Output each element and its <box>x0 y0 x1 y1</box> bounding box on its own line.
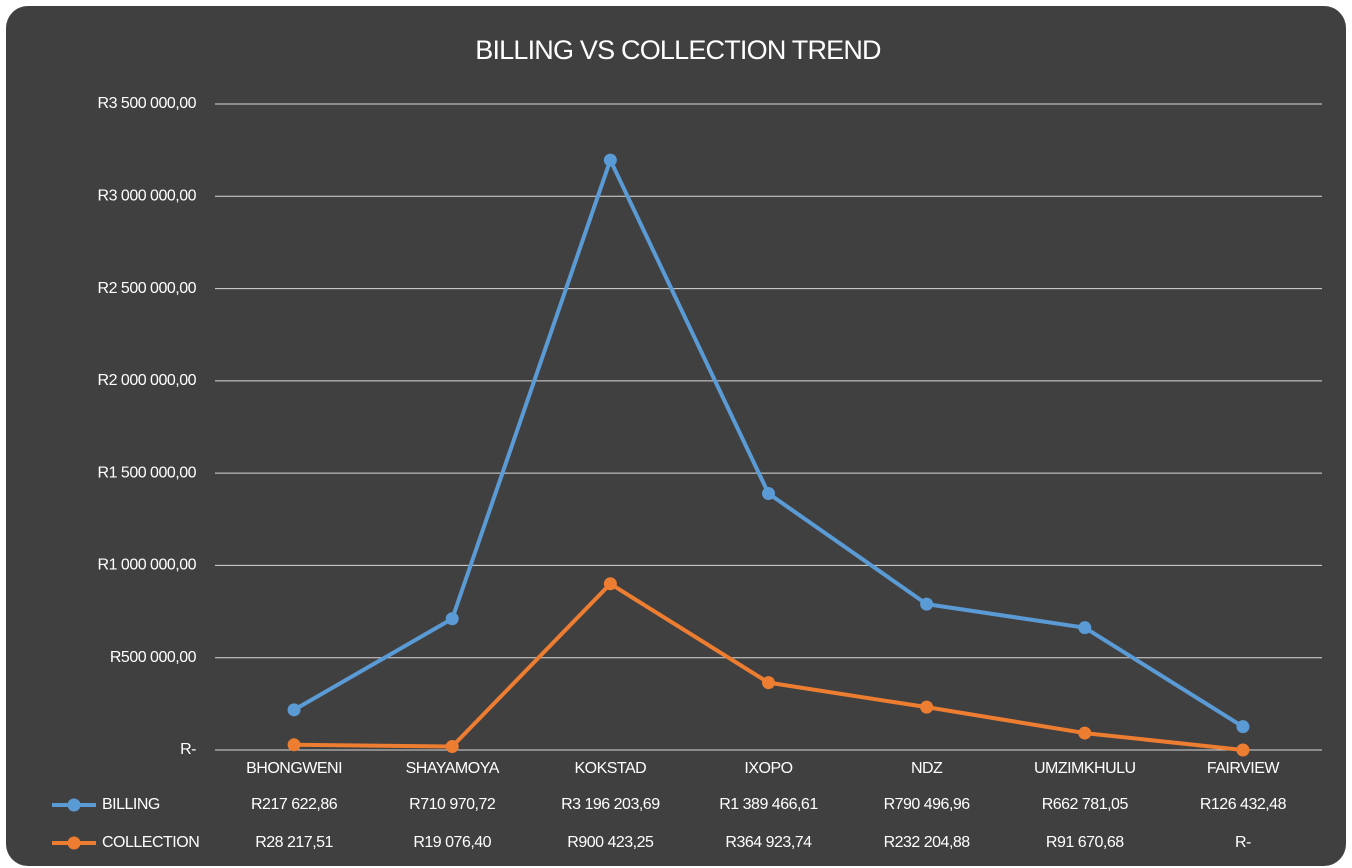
x-tick-label: FAIRVIEW <box>1207 760 1281 777</box>
y-tick-label: R1 000 000,00 <box>98 557 197 574</box>
data-point <box>1078 726 1092 740</box>
table-value: R126 432,48 <box>1200 796 1287 813</box>
chart-title: BILLING VS COLLECTION TREND <box>475 35 881 65</box>
x-tick-label: UMZIMKHULU <box>1034 760 1136 777</box>
table-value: R28 217,51 <box>255 834 333 851</box>
data-point <box>1236 743 1250 757</box>
table-value: R217 622,86 <box>251 796 338 813</box>
legend-key-marker <box>67 798 81 812</box>
y-tick-label: R1 500 000,00 <box>98 464 197 481</box>
y-tick-label: R500 000,00 <box>110 649 197 666</box>
data-point <box>603 153 617 167</box>
x-tick-label: SHAYAMOYA <box>406 760 500 777</box>
data-point <box>1078 621 1092 635</box>
legend-label: COLLECTION <box>102 834 199 851</box>
data-point <box>920 700 934 714</box>
table-value: R710 970,72 <box>409 796 496 813</box>
data-point <box>287 738 301 752</box>
x-tick-label: NDZ <box>911 760 943 777</box>
table-value: R- <box>1235 834 1251 851</box>
table-value: R1 389 466,61 <box>719 796 818 813</box>
y-tick-label: R3 500 000,00 <box>98 95 197 112</box>
data-point <box>445 739 459 753</box>
table-value: R3 196 203,69 <box>561 796 660 813</box>
table-value: R91 670,68 <box>1046 834 1124 851</box>
x-tick-label: KOKSTAD <box>574 760 646 777</box>
y-tick-label: R2 000 000,00 <box>98 372 197 389</box>
data-point <box>920 597 934 611</box>
table-value: R900 423,25 <box>567 834 654 851</box>
table-value: R790 496,96 <box>884 796 971 813</box>
y-tick-label: R2 500 000,00 <box>98 280 197 297</box>
data-point <box>603 577 617 591</box>
data-point <box>762 676 775 690</box>
table-value: R662 781,05 <box>1042 796 1129 813</box>
table-value: R19 076,40 <box>413 834 491 851</box>
legend-key-marker <box>67 836 81 850</box>
data-point <box>1236 720 1250 734</box>
y-tick-label: R3 000 000,00 <box>98 188 197 205</box>
data-point <box>287 703 301 717</box>
table-value: R364 923,74 <box>725 834 812 851</box>
x-tick-label: BHONGWENI <box>246 760 342 777</box>
data-point <box>762 487 775 501</box>
data-point <box>445 612 459 626</box>
legend-label: BILLING <box>102 796 160 813</box>
y-tick-label: R- <box>180 741 196 758</box>
chart-background <box>6 6 1346 866</box>
table-value: R232 204,88 <box>884 834 971 851</box>
x-tick-label: IXOPO <box>744 760 792 777</box>
